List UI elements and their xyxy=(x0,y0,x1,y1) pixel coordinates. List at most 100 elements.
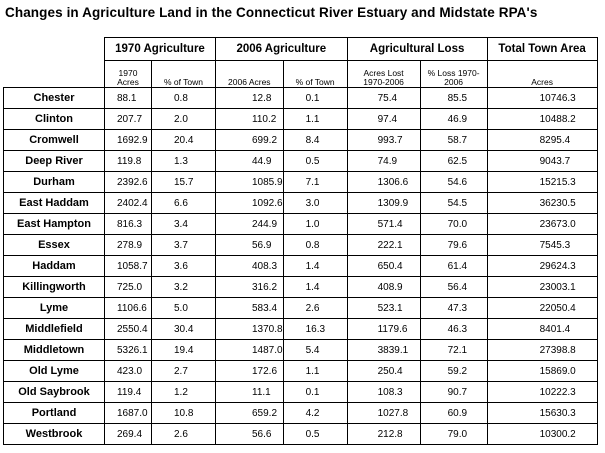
total-acres-cell: 23003.1 xyxy=(486,276,598,298)
town-cell: Durham xyxy=(3,171,105,193)
pct-2006-cell: 8.4 xyxy=(282,129,348,151)
town-cell: Essex xyxy=(3,234,105,256)
pct-2006-cell: 5.4 xyxy=(282,339,348,361)
town-cell: Killingworth xyxy=(3,276,105,298)
table-row: Westbrook 269.4 2.6 56.6 0.5 212.8 79.0 10300.2 xyxy=(3,423,598,445)
pct-1970-cell: 6.6 xyxy=(151,192,216,214)
acres-lost-cell: 3839.1 xyxy=(346,339,421,361)
acres-1970-cell: 1058.7 xyxy=(104,255,152,277)
pct-loss-cell: 62.5 xyxy=(419,150,488,172)
pct-1970-cell: 0.8 xyxy=(151,87,216,109)
pct-2006-cell: 1.4 xyxy=(282,276,348,298)
group-header-total: Total Town Area xyxy=(486,37,598,61)
subheader-acres-lost: Acres Lost 1970-2006 xyxy=(346,60,421,88)
group-header-loss: Agricultural Loss xyxy=(346,37,488,61)
pct-1970-cell: 10.8 xyxy=(151,402,216,424)
table-row: Portland 1687.0 10.8 659.2 4.2 1027.8 60.9 1563… xyxy=(3,402,598,424)
acres-1970-cell: 278.9 xyxy=(104,234,152,256)
corner-cell xyxy=(4,38,105,61)
total-acres-cell: 8295.4 xyxy=(486,129,598,151)
acres-2006-cell: 1085.9 xyxy=(215,171,284,193)
pct-loss-cell: 46.3 xyxy=(419,318,488,340)
pct-loss-cell: 46.9 xyxy=(419,108,488,130)
acres-2006-cell: 110.2 xyxy=(215,108,284,130)
acres-lost-cell: 993.7 xyxy=(346,129,421,151)
table-row: Old Lyme 423.0 2.7 172.6 1.1 250.4 59.2 15869.0 xyxy=(3,360,598,382)
pct-2006-cell: 0.5 xyxy=(282,423,348,445)
town-cell: Haddam xyxy=(3,255,105,277)
acres-1970-cell: 119.8 xyxy=(104,150,152,172)
total-acres-cell: 15630.3 xyxy=(486,402,598,424)
table-row: Essex 278.9 3.7 56.9 0.8 222.1 79.6 7545.3 xyxy=(3,234,598,256)
pct-1970-cell: 15.7 xyxy=(151,171,216,193)
town-cell: Old Saybrook xyxy=(3,381,105,403)
total-acres-cell: 22050.4 xyxy=(486,297,598,319)
town-cell: Chester xyxy=(3,87,105,109)
total-acres-cell: 23673.0 xyxy=(486,213,598,235)
total-acres-cell: 15869.0 xyxy=(486,360,598,382)
acres-lost-cell: 571.4 xyxy=(346,213,421,235)
pct-1970-cell: 30.4 xyxy=(151,318,216,340)
pct-1970-cell: 1.2 xyxy=(151,381,216,403)
pct-loss-cell: 90.7 xyxy=(419,381,488,403)
acres-2006-cell: 11.1 xyxy=(215,381,284,403)
acres-2006-cell: 1487.0 xyxy=(215,339,284,361)
acres-1970-cell: 725.0 xyxy=(104,276,152,298)
acres-1970-cell: 2402.4 xyxy=(104,192,152,214)
pct-loss-cell: 56.4 xyxy=(419,276,488,298)
table-row: East Haddam 2402.4 6.6 1092.6 3.0 1309.9 54.5 3… xyxy=(3,192,598,214)
pct-1970-cell: 3.4 xyxy=(151,213,216,235)
total-acres-cell: 10746.3 xyxy=(486,87,598,109)
acres-2006-cell: 659.2 xyxy=(215,402,284,424)
table-row: Old Saybrook 119.4 1.2 11.1 0.1 108.3 90.7 1022… xyxy=(3,381,598,403)
acres-lost-cell: 1306.6 xyxy=(346,171,421,193)
acres-1970-cell: 207.7 xyxy=(104,108,152,130)
acres-1970-cell: 1106.6 xyxy=(104,297,152,319)
table-row: Lyme 1106.6 5.0 583.4 2.6 523.1 47.3 22050.4 xyxy=(3,297,598,319)
acres-1970-cell: 88.1 xyxy=(104,87,152,109)
acres-2006-cell: 583.4 xyxy=(215,297,284,319)
acres-2006-cell: 699.2 xyxy=(215,129,284,151)
acres-1970-cell: 1687.0 xyxy=(104,402,152,424)
pct-1970-cell: 1.3 xyxy=(151,150,216,172)
town-cell: Clinton xyxy=(3,108,105,130)
town-cell: East Haddam xyxy=(3,192,105,214)
subheader-pct-loss: % Loss 1970-2006 xyxy=(419,60,488,88)
table-row: Haddam 1058.7 3.6 408.3 1.4 650.4 61.4 29624.3 xyxy=(3,255,598,277)
acres-lost-cell: 408.9 xyxy=(346,276,421,298)
acres-2006-cell: 172.6 xyxy=(215,360,284,382)
pct-1970-cell: 2.6 xyxy=(151,423,216,445)
pct-2006-cell: 1.1 xyxy=(282,360,348,382)
acres-lost-cell: 74.9 xyxy=(346,150,421,172)
acres-2006-cell: 56.9 xyxy=(215,234,284,256)
subheader-acres-2006: 2006 Acres xyxy=(215,60,284,88)
acres-2006-cell: 244.9 xyxy=(215,213,284,235)
total-acres-cell: 8401.4 xyxy=(486,318,598,340)
table-title: Changes in Agriculture Land in the Conne… xyxy=(5,5,538,20)
table-row: Durham 2392.6 15.7 1085.9 7.1 1306.6 54.6 15215… xyxy=(3,171,598,193)
total-acres-cell: 7545.3 xyxy=(486,234,598,256)
pct-loss-cell: 70.0 xyxy=(419,213,488,235)
town-cell: Middlefield xyxy=(3,318,105,340)
pct-loss-cell: 54.6 xyxy=(419,171,488,193)
acres-lost-cell: 1179.6 xyxy=(346,318,421,340)
total-acres-cell: 9043.7 xyxy=(486,150,598,172)
pct-2006-cell: 2.6 xyxy=(282,297,348,319)
pct-1970-cell: 3.6 xyxy=(151,255,216,277)
acres-1970-cell: 1692.9 xyxy=(104,129,152,151)
pct-loss-cell: 47.3 xyxy=(419,297,488,319)
acres-1970-cell: 269.4 xyxy=(104,423,152,445)
acres-lost-cell: 75.4 xyxy=(346,87,421,109)
pct-2006-cell: 16.3 xyxy=(282,318,348,340)
pct-2006-cell: 1.1 xyxy=(282,108,348,130)
town-cell: Deep River xyxy=(3,150,105,172)
total-acres-cell: 10488.2 xyxy=(486,108,598,130)
agriculture-table: 1970 Agriculture 2006 Agriculture Agricu… xyxy=(3,37,598,445)
town-cell: Middletown xyxy=(3,339,105,361)
pct-2006-cell: 7.1 xyxy=(282,171,348,193)
acres-1970-cell: 2392.6 xyxy=(104,171,152,193)
pct-loss-cell: 59.2 xyxy=(419,360,488,382)
town-cell: Cromwell xyxy=(3,129,105,151)
acres-1970-cell: 816.3 xyxy=(104,213,152,235)
total-acres-cell: 10300.2 xyxy=(486,423,598,445)
